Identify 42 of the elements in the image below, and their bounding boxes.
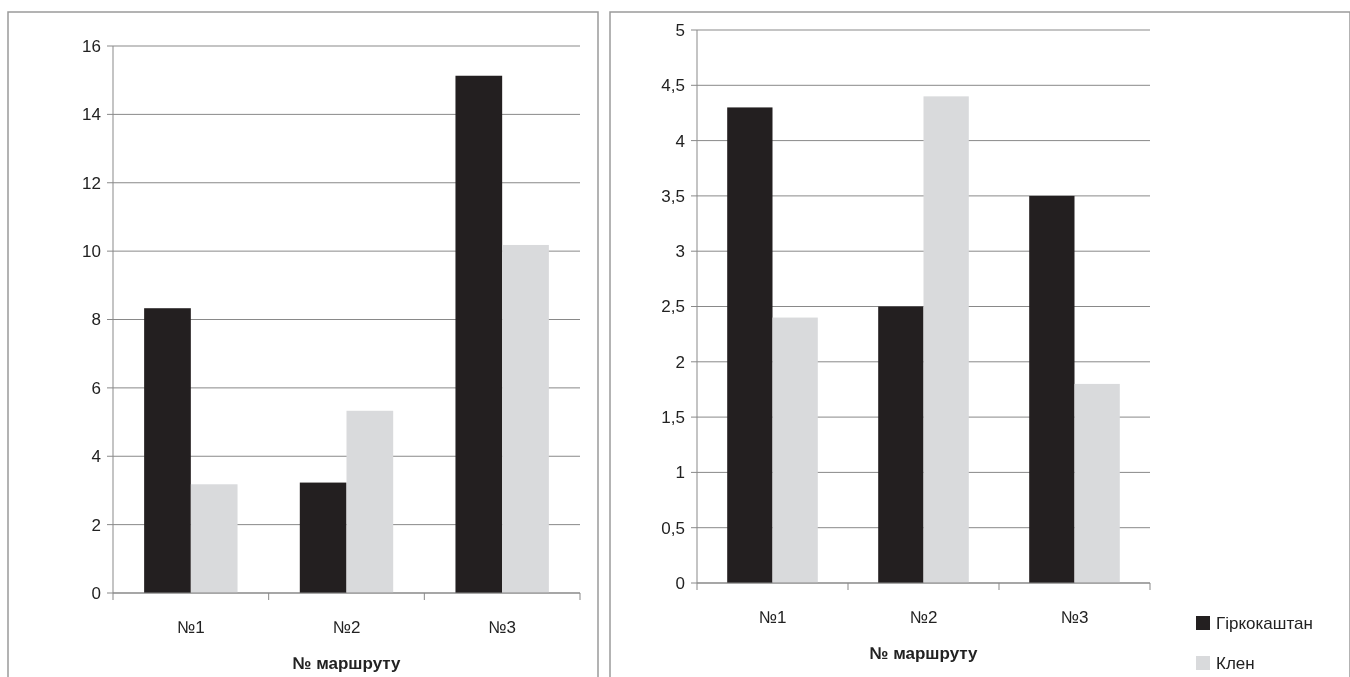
y-tick-label: 4 bbox=[675, 131, 685, 151]
y-tick-label: 12 bbox=[82, 173, 101, 193]
y-tick-label: 2 bbox=[675, 352, 685, 372]
bar bbox=[299, 482, 347, 593]
y-tick-label: 0 bbox=[91, 583, 101, 603]
y-tick-label: 5 bbox=[675, 20, 685, 40]
legend-label: Гіркокаштан bbox=[1216, 613, 1313, 633]
bar bbox=[1074, 383, 1120, 583]
y-tick-label: 16 bbox=[82, 36, 101, 56]
y-tick-label: 3 bbox=[675, 242, 685, 262]
y-tick-label: 4 bbox=[91, 447, 101, 467]
legend-label: Клен bbox=[1216, 653, 1255, 673]
y-tick-label: 0,5 bbox=[661, 518, 685, 538]
x-tick-label: №1 bbox=[176, 618, 205, 637]
y-tick-label: 8 bbox=[91, 310, 101, 330]
bar bbox=[144, 308, 191, 593]
bar bbox=[455, 75, 503, 593]
y-tick-label: 0 bbox=[675, 573, 685, 593]
y-tick-label: 2,5 bbox=[661, 297, 685, 317]
y-tick-label: 1 bbox=[675, 463, 685, 483]
y-tick-label: 14 bbox=[82, 105, 101, 125]
bar bbox=[772, 317, 818, 583]
x-tick-label: №1 bbox=[758, 608, 787, 627]
bar bbox=[346, 410, 394, 593]
bar bbox=[727, 107, 773, 583]
bar bbox=[1029, 195, 1075, 583]
x-tick-label: №2 bbox=[332, 618, 361, 637]
x-tick-label: №3 bbox=[1060, 608, 1089, 627]
x-axis-title: № маршруту bbox=[292, 654, 402, 673]
bar bbox=[878, 306, 924, 583]
bar bbox=[190, 484, 238, 593]
x-axis-title: № маршруту bbox=[869, 644, 979, 663]
x-tick-label: №3 bbox=[488, 618, 517, 637]
y-tick-label: 1,5 bbox=[661, 408, 685, 428]
x-tick-label: №2 bbox=[909, 608, 938, 627]
y-tick-label: 6 bbox=[91, 378, 101, 398]
y-tick-label: 4,5 bbox=[661, 76, 685, 96]
y-tick-label: 10 bbox=[82, 242, 101, 262]
y-tick-label: 3,5 bbox=[661, 186, 685, 206]
bar bbox=[502, 244, 549, 593]
y-tick-label: 2 bbox=[91, 515, 101, 535]
bar bbox=[923, 96, 969, 583]
